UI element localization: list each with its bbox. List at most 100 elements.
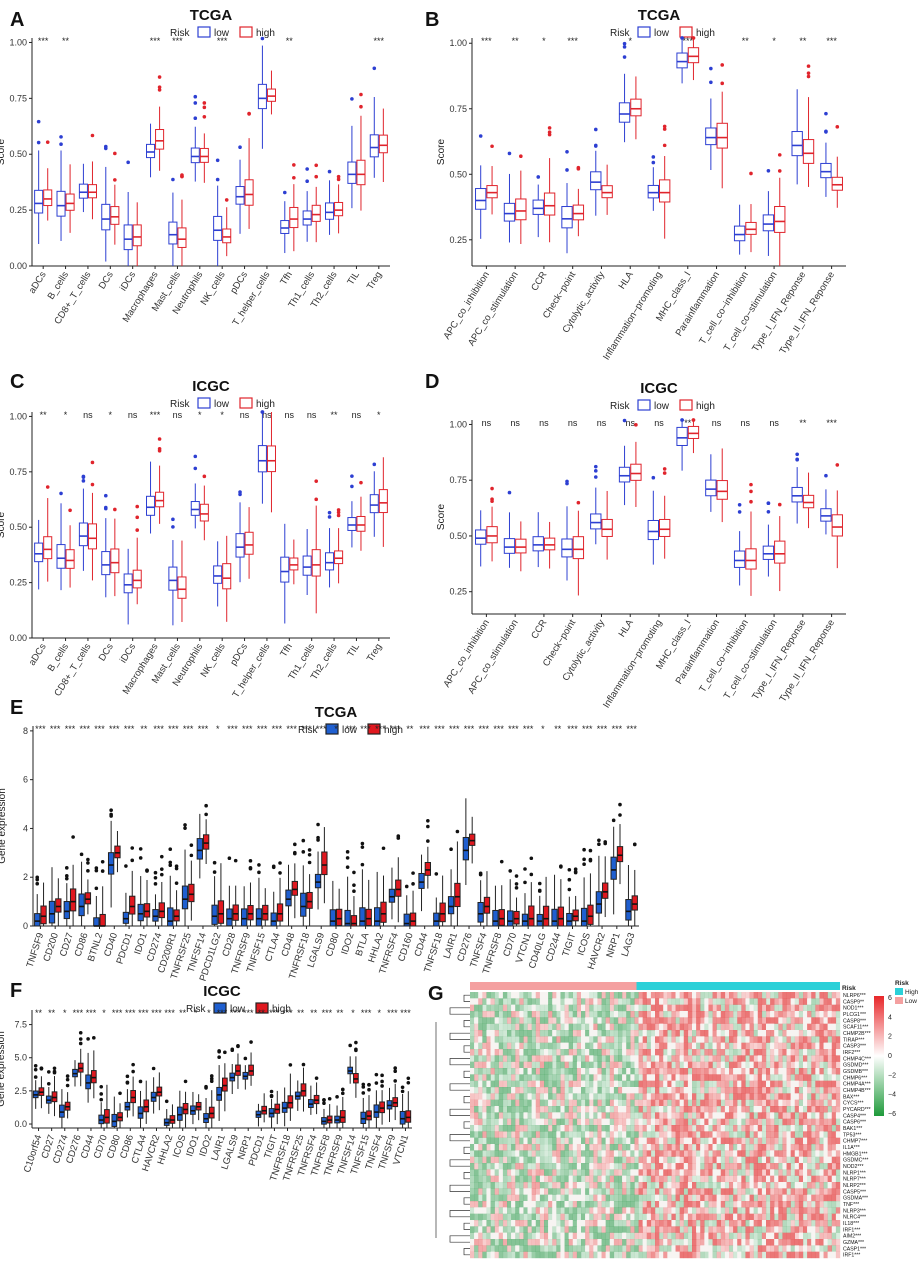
heatmap-cell bbox=[720, 1017, 726, 1024]
heatmap-cell bbox=[568, 1099, 573, 1107]
box-high bbox=[84, 857, 92, 915]
heatmap-cell bbox=[593, 1125, 598, 1132]
heatmap-cell bbox=[589, 1099, 594, 1107]
significance-label: *** bbox=[86, 1008, 97, 1018]
heatmap-cell bbox=[827, 1017, 832, 1024]
heatmap-cell bbox=[630, 992, 635, 999]
heatmap-cell bbox=[667, 1004, 672, 1012]
heatmap-cell bbox=[819, 1188, 824, 1195]
heatmap-cell bbox=[507, 1061, 512, 1069]
heatmap-cell bbox=[572, 1163, 578, 1170]
box-high bbox=[291, 842, 298, 919]
heatmap-cell bbox=[671, 1169, 676, 1176]
heatmap-cell bbox=[622, 1201, 627, 1208]
heatmap-cell bbox=[478, 1201, 483, 1208]
heatmap-cell bbox=[770, 1099, 775, 1107]
heatmap-cell bbox=[819, 1182, 824, 1189]
heatmap-cell bbox=[770, 1061, 775, 1069]
heatmap-cell bbox=[737, 1017, 742, 1024]
heatmap-cell bbox=[470, 1080, 475, 1088]
heatmap-cell bbox=[655, 1068, 660, 1075]
outlier-point bbox=[603, 841, 608, 846]
heatmap-cell bbox=[807, 992, 812, 999]
heatmap-cell bbox=[474, 1201, 479, 1208]
outlier-point bbox=[39, 1066, 44, 1071]
box-high bbox=[55, 878, 62, 926]
heatmap-cell bbox=[692, 1112, 697, 1119]
box-body bbox=[454, 882, 461, 908]
heatmap-cell bbox=[770, 1023, 775, 1031]
heatmap-cell bbox=[642, 998, 647, 1005]
heatmap-cell bbox=[671, 1049, 676, 1056]
heatmap-cell bbox=[741, 1163, 746, 1170]
heatmap-cell bbox=[766, 1055, 771, 1062]
heatmap-cell bbox=[753, 992, 758, 999]
heatmap-cell bbox=[745, 1169, 750, 1176]
box-low bbox=[590, 127, 602, 216]
box-high bbox=[469, 816, 476, 864]
heatmap-cell bbox=[630, 1144, 635, 1151]
outlier-point bbox=[322, 1098, 326, 1102]
box-high bbox=[64, 1074, 71, 1119]
legend-label-low: low bbox=[654, 401, 670, 412]
chart-title: ICGC bbox=[640, 380, 678, 397]
box-body bbox=[647, 519, 659, 541]
outlier-point bbox=[86, 1037, 90, 1041]
heatmap-cell bbox=[716, 1125, 721, 1132]
heatmap-cell bbox=[572, 1150, 578, 1157]
heatmap-cell bbox=[650, 1182, 656, 1189]
heatmap-cell bbox=[786, 1080, 791, 1088]
heatmap-cell bbox=[827, 1144, 832, 1151]
outlier-point bbox=[109, 808, 113, 812]
heatmap-cell bbox=[601, 1042, 606, 1050]
box-body bbox=[143, 1099, 150, 1113]
heatmap-cell bbox=[659, 1004, 664, 1012]
heatmap-cell bbox=[655, 1099, 660, 1107]
heatmap-cell bbox=[601, 1112, 606, 1119]
box-body bbox=[369, 134, 379, 158]
heatmap-cell bbox=[696, 1201, 701, 1208]
heatmap-cell bbox=[515, 1030, 520, 1037]
box-body bbox=[399, 1110, 406, 1125]
heatmap-cell bbox=[507, 1207, 512, 1214]
heatmap-cell bbox=[667, 1049, 672, 1056]
heatmap-cell bbox=[527, 1106, 532, 1113]
heatmap-cell bbox=[511, 1068, 516, 1075]
heatmap-cell bbox=[494, 1017, 499, 1024]
heatmap-cell bbox=[585, 1182, 590, 1189]
outlier-point bbox=[662, 124, 667, 129]
significance-label: *** bbox=[198, 724, 209, 734]
box-body bbox=[146, 143, 156, 159]
heatmap-cell bbox=[679, 1055, 684, 1062]
heatmap-cell bbox=[798, 1137, 804, 1145]
heatmap-cell bbox=[835, 1030, 841, 1037]
heatmap-cell bbox=[527, 1004, 532, 1012]
heatmap-cell bbox=[515, 1036, 520, 1043]
heatmap-cell bbox=[638, 1137, 643, 1145]
chart-title: TCGA bbox=[638, 7, 681, 24]
y-tick-label: 1.00 bbox=[9, 37, 27, 47]
heatmap-cell bbox=[761, 1011, 767, 1018]
heatmap-cell bbox=[803, 1112, 808, 1119]
heatmap-cell bbox=[523, 1175, 528, 1183]
heatmap-cell bbox=[490, 1175, 495, 1183]
heatmap-cell bbox=[692, 1188, 697, 1195]
heatmap-cell bbox=[564, 1144, 569, 1151]
x-tick-label: HLA bbox=[617, 617, 636, 639]
heatmap-cell bbox=[576, 1144, 582, 1151]
heatmap-cell bbox=[531, 1074, 536, 1081]
heatmap-cell bbox=[794, 1011, 800, 1018]
heatmap-cell bbox=[692, 1169, 697, 1176]
heatmap-cell bbox=[593, 1087, 598, 1094]
outlier-point bbox=[593, 464, 598, 469]
heatmap-cell bbox=[663, 1042, 668, 1050]
outlier-point bbox=[314, 497, 319, 502]
heatmap-cell bbox=[535, 1061, 541, 1069]
heatmap-cell bbox=[675, 1036, 680, 1043]
legend-label-high: high bbox=[384, 725, 403, 736]
heatmap-cell bbox=[790, 1144, 795, 1151]
heatmap-cell bbox=[683, 1182, 689, 1189]
box-low bbox=[373, 1072, 380, 1128]
heatmap-cell bbox=[704, 1036, 709, 1043]
box-body bbox=[132, 569, 142, 589]
